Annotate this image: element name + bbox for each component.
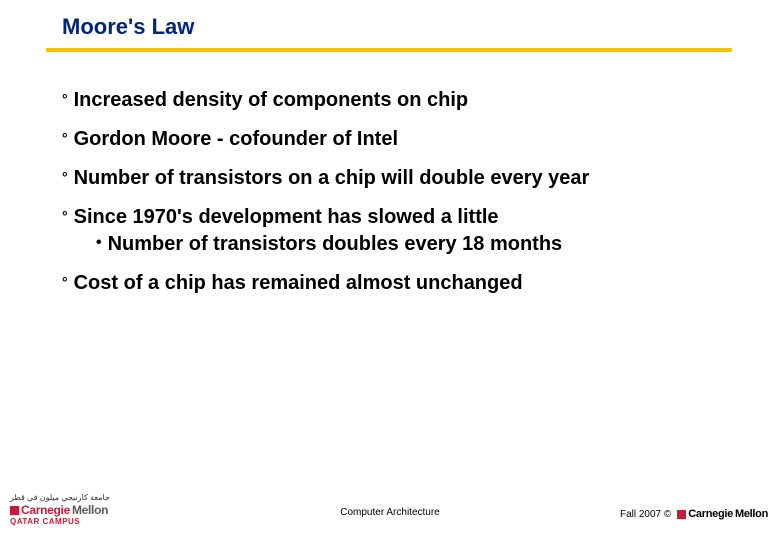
logo-arabic-text: جامعة كارنيجي ميلون في قطر [10,493,110,502]
logo-carnegie: Carnegie [688,508,733,520]
sub-bullet-text: Number of transistors doubles every 18 m… [108,232,563,257]
bullet-list: ° Increased density of components on chip… [62,88,722,310]
bullet-marker: ° [62,166,68,188]
logo-mellon: Mellon [72,503,108,517]
sub-bullet-row: • Number of transistors doubles every 18 … [96,232,722,257]
bullet-text: Number of transistors on a chip will dou… [74,166,590,191]
bullet-text: Increased density of components on chip [74,88,469,113]
logo-left: جامعة كارنيجي ميلون في قطر Carnegie Mell… [10,493,110,526]
bullet-marker: ° [62,271,68,293]
bullet-row: ° Increased density of components on chip [62,88,722,113]
bullet-item: ° Since 1970's development has slowed a l… [62,205,722,257]
bullet-marker: ° [62,88,68,110]
logo-mellon: Mellon [735,508,768,520]
bullet-item: ° Number of transistors on a chip will do… [62,166,722,191]
logo-square-icon [677,510,686,519]
bullet-row: ° Number of transistors on a chip will do… [62,166,722,191]
bullet-item: ° Increased density of components on chip [62,88,722,113]
bullet-text: Cost of a chip has remained almost uncha… [74,271,523,296]
bullet-row: ° Gordon Moore - cofounder of Intel [62,127,722,152]
logo-square-icon [10,506,19,515]
slide-title: Moore's Law [62,14,194,40]
slide: Moore's Law ° Increased density of compon… [0,0,780,540]
footer: جامعة كارنيجي ميلون في قطر Carnegie Mell… [0,486,780,530]
logo-wordmark: Carnegie Mellon [10,503,110,517]
footer-semester-text: Fall 2007 © [620,509,671,520]
logo-carnegie: Carnegie [21,503,70,517]
title-underline [46,48,732,52]
footer-right: Fall 2007 © Carnegie Mellon [620,508,768,520]
sub-bullet-marker: • [96,232,102,254]
bullet-text: Gordon Moore - cofounder of Intel [74,127,398,152]
bullet-item: ° Gordon Moore - cofounder of Intel [62,127,722,152]
bullet-item: ° Cost of a chip has remained almost unch… [62,271,722,296]
footer-center-text: Computer Architecture [340,507,440,518]
sub-bullet-item: • Number of transistors doubles every 18 … [96,232,722,257]
bullet-marker: ° [62,205,68,227]
bullet-row: ° Since 1970's development has slowed a l… [62,205,722,230]
bullet-text: Since 1970's development has slowed a li… [74,205,499,230]
bullet-row: ° Cost of a chip has remained almost unch… [62,271,722,296]
logo-campus: QATAR CAMPUS [10,517,110,526]
bullet-marker: ° [62,127,68,149]
logo-right: Carnegie Mellon [677,508,768,520]
